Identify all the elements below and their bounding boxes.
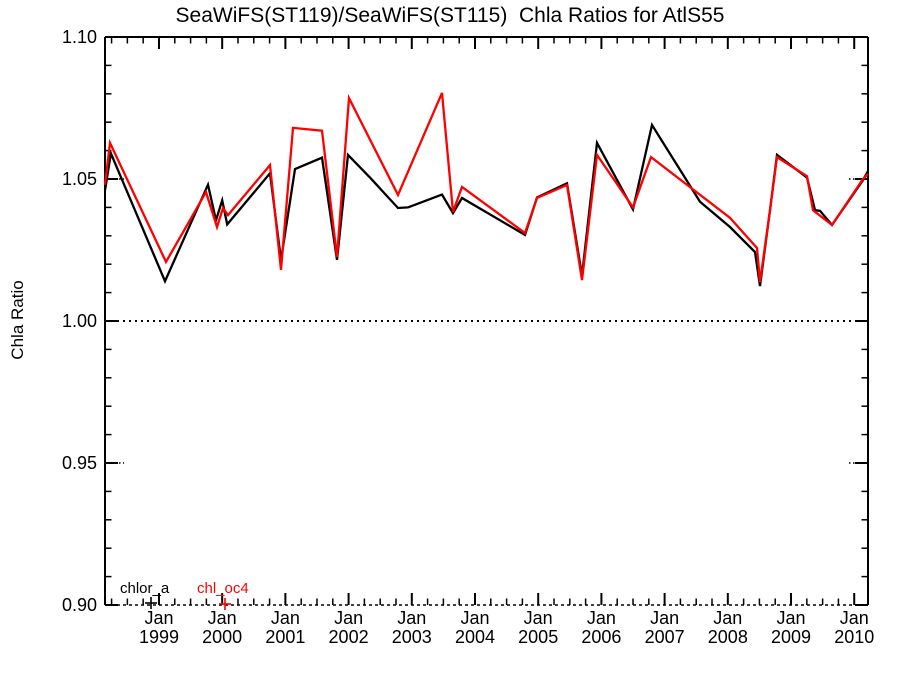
x-tick-label: Jan 2004 <box>438 609 512 647</box>
x-tick-year: 2002 <box>328 627 369 647</box>
series-line-chl_oc4 <box>103 92 869 283</box>
x-tick-label: Jan 2010 <box>817 609 891 647</box>
x-tick-month: Jan <box>270 608 300 628</box>
x-tick-month: Jan <box>650 608 680 628</box>
x-tick-month: Jan <box>586 608 616 628</box>
x-tick-year: 2009 <box>770 627 812 647</box>
x-tick-month: Jan <box>207 608 237 628</box>
y-tick-label: 1.05 <box>61 169 97 189</box>
x-tick-month: Jan <box>397 608 427 628</box>
x-tick-label: Jan 2005 <box>501 609 575 647</box>
x-tick-label: Jan 2002 <box>312 609 386 647</box>
x-tick-label: Jan 2007 <box>628 609 702 647</box>
y-tick-label: 0.90 <box>61 595 97 615</box>
y-tick-label: 1.00 <box>61 311 97 331</box>
x-tick-year: 2003 <box>391 627 432 647</box>
x-tick-year: 2000 <box>202 627 243 647</box>
x-tick-year: 2007 <box>644 627 685 647</box>
x-tick-label: Jan 1999 <box>122 609 196 647</box>
x-tick-year: 2001 <box>265 627 306 647</box>
y-tick-label: 1.10 <box>61 27 97 47</box>
x-tick-label: Jan 2006 <box>564 609 638 647</box>
chart-title: SeaWiFS(ST119)/SeaWiFS(ST115) Chla Ratio… <box>175 4 725 27</box>
x-tick-year: 2004 <box>454 627 495 647</box>
legend-label-chlor_a: chlor_a <box>120 580 170 597</box>
x-tick-month: Jan <box>334 608 364 628</box>
x-tick-year: 2010 <box>834 627 875 647</box>
x-tick-month: Jan <box>144 608 174 628</box>
x-tick-month: Jan <box>460 608 490 628</box>
x-tick-month: Jan <box>713 608 743 628</box>
y-tick-label: 0.95 <box>61 453 97 473</box>
x-tick-month: Jan <box>523 608 553 628</box>
x-tick-year: 2005 <box>518 627 559 647</box>
legend-label-chl_oc4: chl_oc4 <box>197 580 249 597</box>
x-tick-label: Jan 2000 <box>185 609 259 647</box>
x-tick-month: Jan <box>839 608 869 628</box>
x-tick-label: Jan 2003 <box>375 609 449 647</box>
x-tick-label: Jan 2008 <box>691 609 765 647</box>
x-tick-month: Jan <box>776 608 806 628</box>
x-tick-year: 1999 <box>138 627 179 647</box>
x-tick-label: Jan 2009 <box>754 609 828 647</box>
x-tick-year: 2008 <box>707 627 748 647</box>
x-tick-label: Jan 2001 <box>248 609 322 647</box>
x-tick-year: 2006 <box>581 627 622 647</box>
